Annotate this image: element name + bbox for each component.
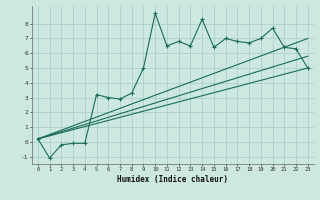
X-axis label: Humidex (Indice chaleur): Humidex (Indice chaleur) bbox=[117, 175, 228, 184]
